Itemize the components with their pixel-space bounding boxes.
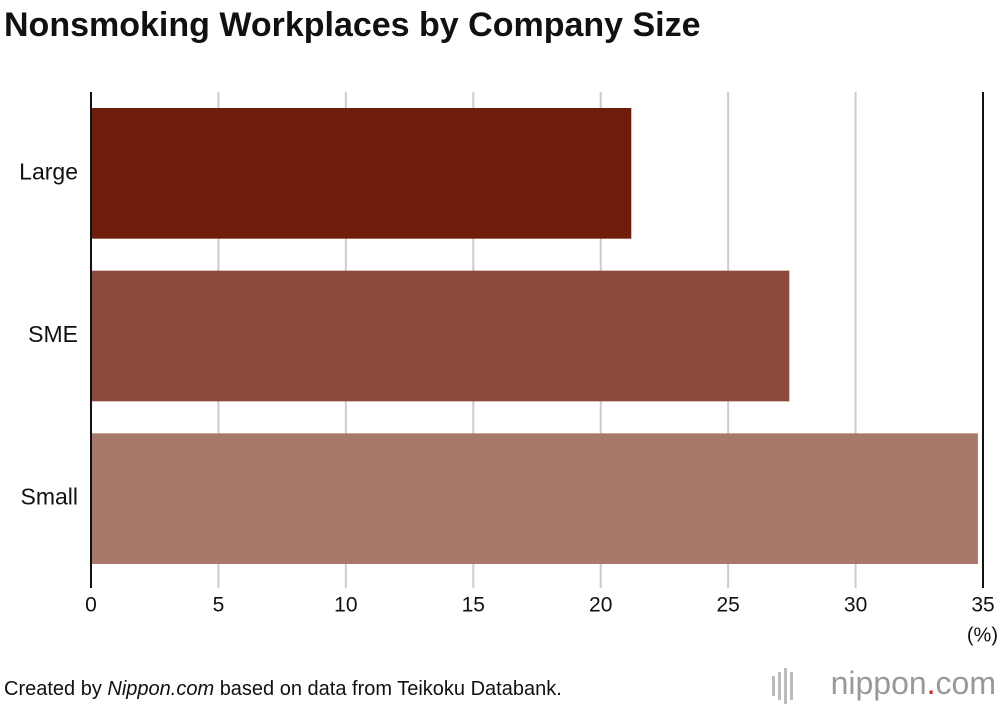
- source: Created by Nippon.com based on data from…: [4, 678, 562, 700]
- bar: [91, 108, 632, 239]
- x-tick-label: 20: [589, 594, 612, 617]
- chart-title: Nonsmoking Workplaces by Company Size: [4, 6, 701, 44]
- x-tick-label: 10: [334, 594, 357, 617]
- x-tick-label: 35: [971, 594, 994, 617]
- logo-bar: [784, 668, 787, 704]
- logo-bar: [778, 672, 781, 700]
- y-tick-label: Large: [19, 158, 78, 184]
- source-suffix: based on data from Teikoku Databank.: [220, 678, 562, 700]
- y-tick-label: Small: [20, 484, 78, 510]
- x-tick-label: 0: [85, 594, 97, 617]
- x-tick-label: 25: [716, 594, 739, 617]
- x-tick-label: 15: [462, 594, 485, 617]
- source-site: Nippon.com: [107, 678, 214, 700]
- logo-name: nippon: [831, 665, 927, 701]
- logo-text: nippon.com: [831, 665, 996, 701]
- x-unit: (%): [967, 624, 998, 646]
- logo-dot: .: [927, 665, 936, 701]
- y-tick-label: SME: [28, 321, 78, 347]
- logo-bar: [790, 672, 793, 700]
- logo-tld: com: [936, 665, 996, 701]
- x-tick-label: 30: [844, 594, 867, 617]
- logo: nippon.com: [772, 665, 996, 704]
- source-prefix: Created by: [4, 678, 102, 700]
- bar: [91, 270, 790, 402]
- bar: [91, 433, 978, 564]
- logo-bar: [772, 676, 775, 696]
- x-tick-label: 5: [213, 594, 225, 617]
